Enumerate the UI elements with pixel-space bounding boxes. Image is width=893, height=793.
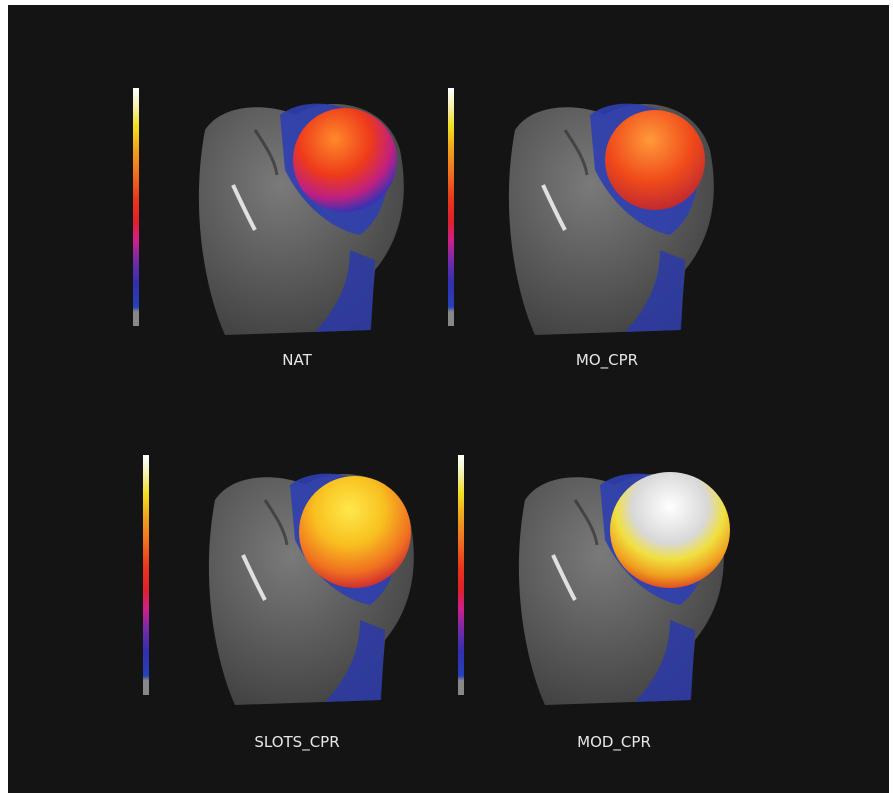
panel-label: SLOTS_CPR xyxy=(254,733,339,752)
color-bar xyxy=(448,88,454,326)
color-bar xyxy=(458,455,464,695)
panel-label: MOD_CPR xyxy=(577,733,651,752)
figure: NAT MO_CPR SLOTS_CPR MOD_CPR xyxy=(0,0,893,793)
page: NAT MO_CPR SLOTS_CPR MOD_CPR (() => { co… xyxy=(0,0,893,793)
color-bar xyxy=(143,455,149,695)
panel-label: NAT xyxy=(282,351,312,369)
panel-label: MO_CPR xyxy=(576,351,638,370)
color-bar xyxy=(133,88,139,326)
